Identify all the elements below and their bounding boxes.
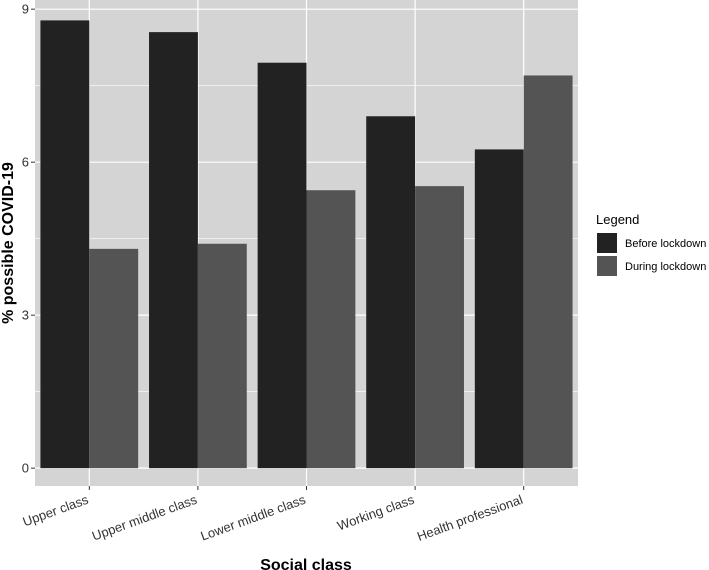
bars [40,20,573,469]
legend-title: Legend [596,212,639,227]
bar-before-lockdown [40,20,90,469]
y-tick-label: 6 [22,155,29,170]
bar-before-lockdown [366,116,416,469]
bar-during-lockdown [197,243,247,469]
y-tick-label: 9 [22,2,29,17]
legend-label-during-lockdown: During lockdown [625,261,706,273]
y-tick-label: 3 [22,308,29,323]
x-tick-label: Upper middle class [90,492,199,544]
x-tick-label: Health professional [415,492,525,544]
bar-during-lockdown [523,75,573,469]
y-axis-title: % possible COVID-19 [0,162,17,324]
legend-label-before-lockdown: Before lockdown [625,238,706,250]
legend-key-during-lockdown [597,256,617,276]
y-tick-label: 0 [22,461,29,476]
bar-during-lockdown [89,248,139,469]
bar-before-lockdown [474,149,524,469]
x-axis-title: Social class [260,557,352,570]
legend: Legend Before lockdown During lockdown [596,212,706,276]
x-tick-label: Upper class [21,492,91,530]
bar-during-lockdown [306,190,356,469]
x-tick-label: Working class [335,492,416,534]
bar-before-lockdown [149,32,198,469]
x-tick-label: Lower middle class [199,492,308,544]
bar-during-lockdown [415,186,464,469]
y-axis-ticks: 0 3 6 9 [22,2,35,476]
x-axis-ticks: Upper class Upper middle class Lower middl… [21,486,525,544]
legend-key-before-lockdown [597,233,617,253]
bar-before-lockdown [257,62,307,469]
